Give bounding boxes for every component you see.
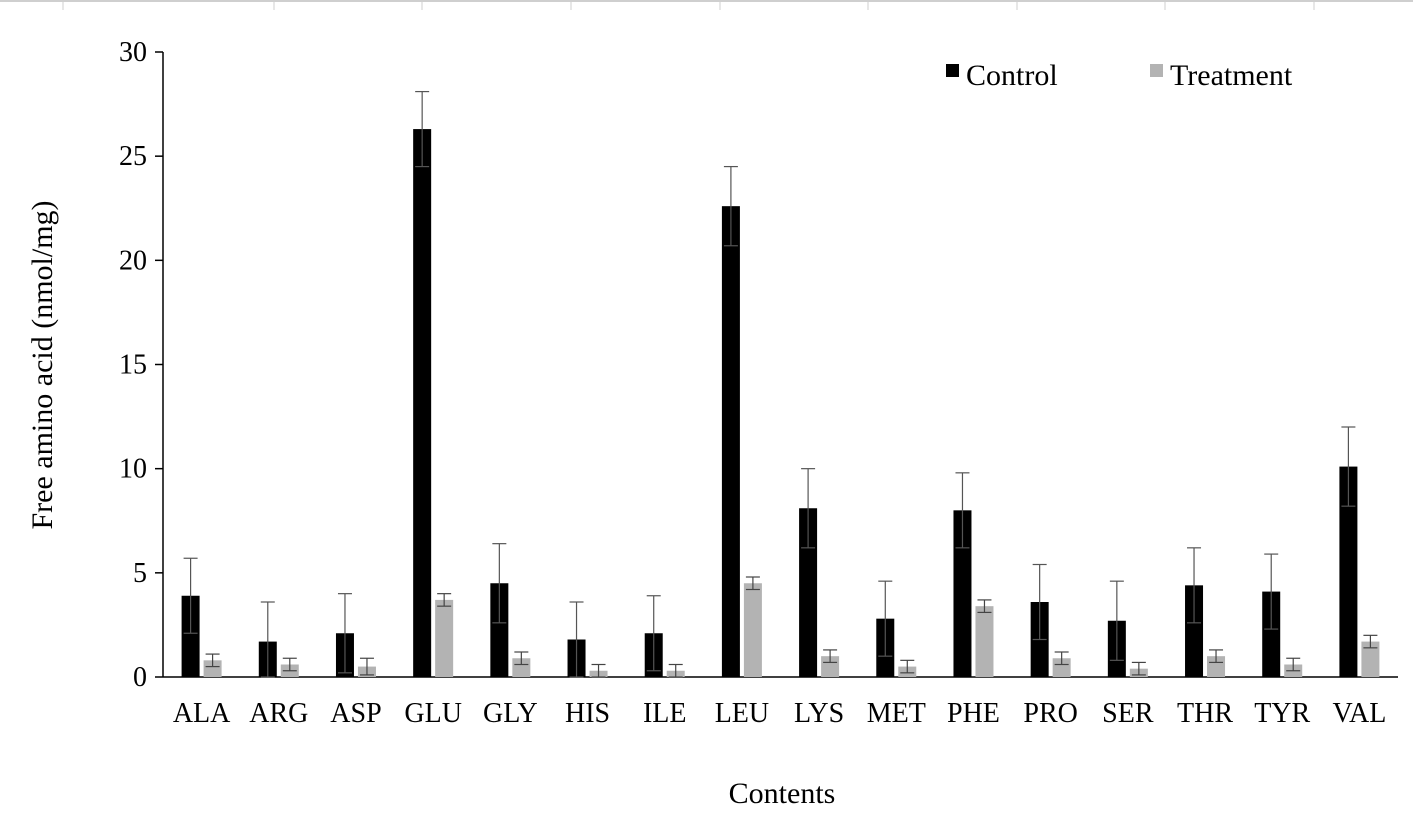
x-category-label: SER: [1102, 698, 1154, 729]
x-category-label: MET: [867, 698, 926, 729]
x-axis-title: Contents: [729, 777, 836, 809]
bar-treatment-phe: [975, 606, 994, 677]
x-category-label: ASP: [330, 698, 381, 729]
bar-treatment-leu: [743, 583, 762, 677]
y-axis-title: Free amino acid (nmol/mg): [26, 200, 59, 529]
legend-label-control: Control: [966, 59, 1058, 92]
bar-control-lys: [799, 508, 818, 677]
bar-treatment-thr: [1207, 656, 1226, 677]
bar-control-ala: [181, 595, 200, 677]
y-tick-label: 15: [119, 350, 147, 381]
bar-treatment-gly: [512, 658, 531, 677]
y-tick-label: 0: [133, 662, 147, 693]
x-category-label: GLU: [404, 698, 462, 729]
bar-treatment-glu: [435, 599, 454, 677]
top-border-marks: [0, 0, 1413, 10]
y-tick-label: 30: [119, 37, 147, 68]
x-category-label: PHE: [947, 698, 1000, 729]
bars-group: [181, 129, 1380, 678]
bar-treatment-lys: [821, 656, 840, 677]
x-axis: ALA ARG ASP GLU GLY HIS ILE LEU LYS MET PHE PRO SER T…: [163, 676, 1398, 729]
x-category-label: ALA: [173, 698, 231, 729]
legend-label-treatment: Treatment: [1170, 59, 1293, 92]
bar-treatment-pro: [1052, 658, 1071, 677]
x-category-label: VAL: [1332, 698, 1386, 729]
bar-control-val: [1339, 466, 1358, 677]
legend: Control Treatment: [946, 59, 1293, 92]
x-category-label: LYS: [794, 698, 844, 729]
y-tick-label: 20: [119, 245, 147, 276]
bar-control-tyr: [1262, 591, 1281, 677]
x-category-label: LEU: [715, 698, 769, 729]
x-category-label: ILE: [643, 698, 687, 729]
bar-control-phe: [953, 510, 972, 677]
y-tick-label: 25: [119, 141, 147, 172]
x-category-label: THR: [1177, 698, 1233, 729]
bar-control-gly: [490, 583, 509, 677]
y-tick-label: 10: [119, 454, 147, 485]
y-axis: 0 5 10 15 20 25 30: [119, 37, 164, 693]
bar-treatment-val: [1361, 641, 1380, 677]
x-category-label: TYR: [1254, 698, 1310, 729]
bar-treatment-ala: [203, 660, 222, 677]
legend-swatch-treatment: [1150, 64, 1163, 77]
x-category-label: PRO: [1023, 698, 1077, 729]
legend-swatch-control: [946, 64, 959, 77]
x-category-label: ARG: [249, 698, 308, 729]
y-tick-label: 5: [133, 558, 147, 589]
x-category-label: HIS: [565, 698, 610, 729]
x-category-label: GLY: [483, 698, 538, 729]
bar-control-glu: [413, 129, 432, 678]
error-bars-group: [183, 90, 1378, 678]
bar-control-leu: [721, 206, 740, 677]
bar-control-thr: [1185, 585, 1204, 677]
